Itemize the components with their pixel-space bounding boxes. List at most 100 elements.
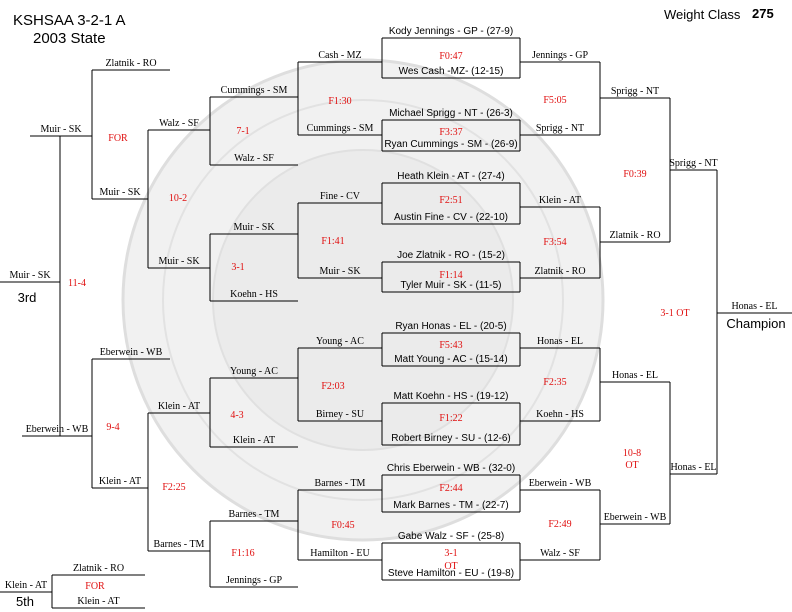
quarterfinal-result: F2:49 xyxy=(548,519,571,530)
title-line-1: KSHSAA 3-2-1 A xyxy=(13,12,126,29)
competitor-name: Muir - SK xyxy=(233,222,275,233)
competitor-name: Walz - SF xyxy=(540,548,580,559)
first-round-name: Steve Hamilton - EU - (19-8) xyxy=(388,568,514,579)
consolation-result: F2:25 xyxy=(162,482,185,493)
semifinal-result: 10-8 xyxy=(623,448,641,459)
consolation-result: F1:30 xyxy=(328,96,351,107)
competitor-name: Sprigg - NT xyxy=(669,158,717,169)
consolation-result: F1:41 xyxy=(321,236,344,247)
first-round-result: OT xyxy=(444,561,457,572)
competitor-name: Eberwein - WB xyxy=(100,347,163,358)
quarterfinal-result: F3:54 xyxy=(543,237,566,248)
competitor-name: Barnes - TM xyxy=(154,539,205,550)
competitor-name: Klein - AT xyxy=(77,596,119,607)
competitor-name: Cash - MZ xyxy=(318,50,361,61)
first-round-result: F2:51 xyxy=(439,195,462,206)
competitor-name: Muir - SK xyxy=(40,124,82,135)
competitor-name: Barnes - TM xyxy=(315,478,366,489)
first-round-name: Michael Sprigg - NT - (26-3) xyxy=(389,108,513,119)
semifinal-result: F0:39 xyxy=(623,169,646,180)
competitor-name: Cummings - SM xyxy=(307,123,374,134)
competitor-name: Zlatnik - RO xyxy=(105,58,156,69)
first-round-name: Robert Birney - SU - (12-6) xyxy=(391,433,510,444)
competitor-name: Fine - CV xyxy=(320,191,361,202)
competitor-name: Muir - SK xyxy=(9,270,51,281)
first-round-result: F2:44 xyxy=(439,483,462,494)
competitor-name: Eberwein - WB xyxy=(529,478,592,489)
competitor-name: Klein - AT xyxy=(158,401,200,412)
competitor-name: Zlatnik - RO xyxy=(73,563,124,574)
competitor-name: Zlatnik - RO xyxy=(534,266,585,277)
competitor-name: Honas - EL xyxy=(670,462,716,473)
consolation-result: F1:16 xyxy=(231,548,254,559)
consolation-result: F2:03 xyxy=(321,381,344,392)
first-round-result: F1:22 xyxy=(439,413,462,424)
competitor-name: Eberwein - WB xyxy=(26,424,89,435)
champion-label: Champion xyxy=(726,316,785,331)
consolation-result: F0:45 xyxy=(331,520,354,531)
competitor-name: Young - AC xyxy=(316,336,364,347)
competitor-name: Muir - SK xyxy=(319,266,361,277)
consolation-result: 10-2 xyxy=(169,193,187,204)
first-round-name: Matt Koehn - HS - (19-12) xyxy=(393,391,508,402)
competitor-name: Honas - EL xyxy=(731,301,777,312)
competitor-name: Koehn - HS xyxy=(230,289,278,300)
first-round-name: Joe Zlatnik - RO - (15-2) xyxy=(397,250,505,261)
competitor-name: Hamilton - EU xyxy=(310,548,370,559)
competitor-name: Jennings - GP xyxy=(532,50,589,61)
quarterfinal-result: F2:35 xyxy=(543,377,566,388)
competitor-name: Muir - SK xyxy=(158,256,200,267)
consolation-result: 9-4 xyxy=(106,422,119,433)
first-round-name: Ryan Honas - EL - (20-5) xyxy=(395,321,506,332)
competitor-name: Barnes - TM xyxy=(229,509,280,520)
fifth-place-result: FOR xyxy=(85,581,105,592)
competitor-name: Birney - SU xyxy=(316,409,365,420)
third-place-label: 3rd xyxy=(18,290,37,305)
first-round-name: Austin Fine - CV - (22-10) xyxy=(394,212,508,223)
first-round-name: Tyler Muir - SK - (11-5) xyxy=(401,280,502,291)
first-round-name: Mark Barnes - TM - (22-7) xyxy=(393,500,508,511)
competitor-name: Koehn - HS xyxy=(536,409,584,420)
first-round-result: F5:43 xyxy=(439,340,462,351)
first-round-name: Matt Young - AC - (15-14) xyxy=(394,354,507,365)
competitor-name: Cummings - SM xyxy=(221,85,288,96)
first-round-name: Ryan Cummings - SM - (26-9) xyxy=(384,139,517,150)
first-round-name: Wes Cash -MZ- (12-15) xyxy=(399,66,504,77)
first-round-name: Kody Jennings - GP - (27-9) xyxy=(389,26,513,37)
competitor-name: Honas - EL xyxy=(612,370,658,381)
quarterfinal-result: F5:05 xyxy=(543,95,566,106)
competitor-name: Walz - SF xyxy=(234,153,274,164)
third-place-result: 11-4 xyxy=(68,278,86,289)
title-line-2: 2003 State xyxy=(33,30,106,47)
weight-class-label: Weight Class xyxy=(664,7,741,22)
consolation-result: 3-1 xyxy=(231,262,244,273)
seal-watermark xyxy=(121,58,605,542)
competitor-name: Honas - EL xyxy=(537,336,583,347)
first-round-name: Gabe Walz - SF - (25-8) xyxy=(398,531,504,542)
first-round-name: Chris Eberwein - WB - (32-0) xyxy=(387,463,515,474)
first-round-result: F1:14 xyxy=(439,270,462,281)
first-round-result: F3:37 xyxy=(439,127,462,138)
competitor-name: Sprigg - NT xyxy=(536,123,584,134)
fifth-place-label: 5th xyxy=(16,594,34,609)
competitor-name: Jennings - GP xyxy=(226,575,283,586)
final-result: 3-1 OT xyxy=(660,308,689,319)
first-round-result: 3-1 xyxy=(444,548,457,559)
consolation-result: FOR xyxy=(108,133,128,144)
semifinal-result: OT xyxy=(625,460,638,471)
first-round-result: F0:47 xyxy=(439,51,462,62)
competitor-name: Klein - AT xyxy=(5,580,47,591)
competitor-name: Muir - SK xyxy=(99,187,141,198)
competitor-name: Klein - AT xyxy=(99,476,141,487)
competitor-name: Klein - AT xyxy=(539,195,581,206)
competitor-name: Walz - SF xyxy=(159,118,199,129)
competitor-name: Sprigg - NT xyxy=(611,86,659,97)
first-round-name: Heath Klein - AT - (27-4) xyxy=(397,171,504,182)
competitor-name: Young - AC xyxy=(230,366,278,377)
competitor-name: Klein - AT xyxy=(233,435,275,446)
consolation-result: 4-3 xyxy=(230,410,243,421)
competitor-name: Zlatnik - RO xyxy=(609,230,660,241)
weight-class-value: 275 xyxy=(752,6,774,21)
competitor-name: Eberwein - WB xyxy=(604,512,667,523)
